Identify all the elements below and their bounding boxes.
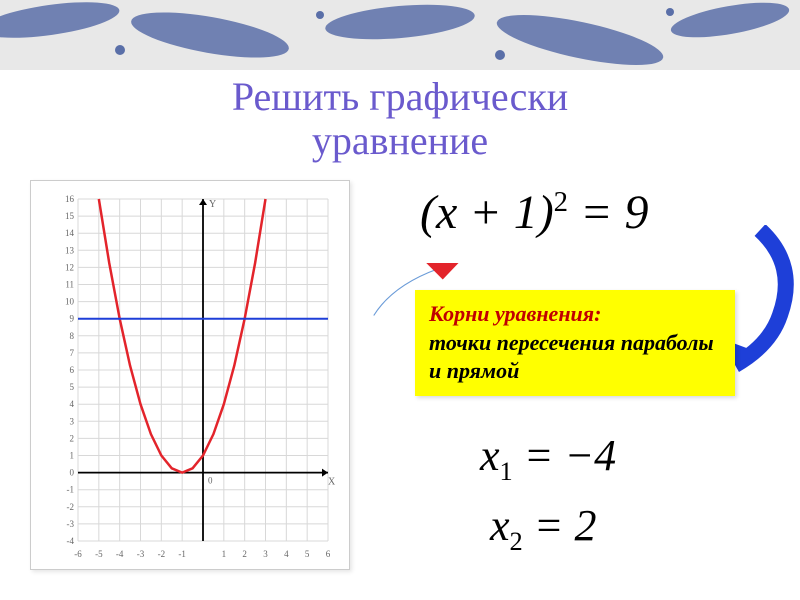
svg-text:-4: -4 <box>67 536 75 546</box>
svg-text:4: 4 <box>70 399 75 409</box>
svg-text:-4: -4 <box>116 549 124 559</box>
svg-text:15: 15 <box>65 211 75 221</box>
svg-text:1: 1 <box>222 549 227 559</box>
svg-text:-6: -6 <box>74 549 82 559</box>
title-line-2: уравнение <box>312 118 488 163</box>
svg-text:12: 12 <box>65 262 74 272</box>
svg-text:-3: -3 <box>137 549 145 559</box>
svg-text:16: 16 <box>65 194 75 204</box>
svg-text:-1: -1 <box>178 549 186 559</box>
svg-text:9: 9 <box>70 314 75 324</box>
svg-text:-2: -2 <box>158 549 166 559</box>
callout-line-1: Корни уравнения: <box>429 300 721 329</box>
svg-text:11: 11 <box>65 280 74 290</box>
equation-main: (x + 1)2 = 9 <box>420 185 648 240</box>
solution-x1: x1 = −4 <box>480 430 616 487</box>
svg-text:6: 6 <box>326 549 331 559</box>
svg-text:7: 7 <box>70 348 75 358</box>
svg-text:8: 8 <box>70 331 75 341</box>
svg-text:-3: -3 <box>67 519 75 529</box>
svg-text:2: 2 <box>242 549 247 559</box>
svg-text:4: 4 <box>284 549 289 559</box>
chart: -6-5-4-3-2-1123456-4-3-2-101234567891011… <box>56 191 336 561</box>
svg-text:0: 0 <box>70 468 75 478</box>
svg-text:5: 5 <box>305 549 310 559</box>
svg-text:6: 6 <box>70 365 75 375</box>
svg-text:3: 3 <box>70 416 75 426</box>
svg-text:3: 3 <box>263 549 268 559</box>
svg-text:1: 1 <box>70 451 75 461</box>
svg-text:14: 14 <box>65 228 75 238</box>
svg-text:Y: Y <box>209 199 216 210</box>
svg-text:10: 10 <box>65 297 75 307</box>
title-line-1: Решить графически <box>232 74 568 119</box>
decorative-banner <box>0 0 800 70</box>
page-title: Решить графически уравнение <box>0 75 800 163</box>
svg-text:13: 13 <box>65 245 75 255</box>
svg-text:5: 5 <box>70 382 75 392</box>
svg-text:-1: -1 <box>67 485 75 495</box>
callout-box: Корни уравнения: точки пересечения параб… <box>415 290 735 396</box>
svg-text:-2: -2 <box>67 502 75 512</box>
callout-line-2: точки пересечения параболы и прямой <box>429 329 721 386</box>
chart-panel: -6-5-4-3-2-1123456-4-3-2-101234567891011… <box>30 180 350 570</box>
solution-x2: x2 = 2 <box>490 500 596 557</box>
svg-text:2: 2 <box>70 433 75 443</box>
svg-text:-5: -5 <box>95 549 103 559</box>
svg-text:X: X <box>328 477 336 488</box>
svg-text:0: 0 <box>208 476 213 486</box>
